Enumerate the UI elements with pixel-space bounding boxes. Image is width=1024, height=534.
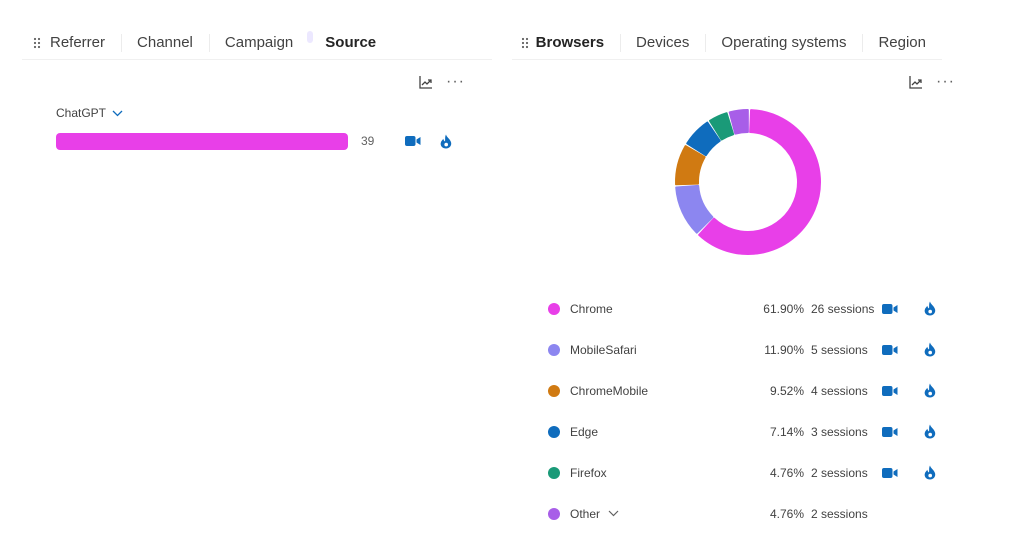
legend-label: Other — [570, 506, 601, 521]
legend-dot — [548, 302, 560, 315]
heatmap-icon[interactable] — [436, 131, 456, 151]
more-options-icon[interactable]: ··· — [446, 73, 465, 90]
source-bar-row: 39 — [56, 131, 456, 151]
legend-percent: 11.90% — [764, 342, 804, 357]
tab-operating-systems[interactable]: Operating systems — [705, 26, 862, 60]
donut-slice-edge[interactable] — [686, 121, 721, 157]
source-toolbar: ··· — [416, 73, 465, 91]
left-tab-bar: Referrer Channel Campaign Source — [22, 26, 492, 60]
legend-label: Chrome — [570, 301, 613, 316]
legend-dot — [548, 466, 560, 479]
legend-sessions: 26 sessions — [811, 301, 875, 316]
legend-sessions: 5 sessions — [811, 342, 868, 357]
legend-dot — [548, 343, 560, 356]
tab-campaign[interactable]: Campaign — [208, 26, 309, 60]
browsers-toolbar: ··· — [906, 73, 955, 91]
source-filter-label: ChatGPT — [56, 106, 107, 120]
source-filter-dropdown[interactable]: ChatGPT — [56, 106, 123, 120]
legend-label-other[interactable]: Other — [570, 507, 758, 521]
row-actions — [880, 299, 940, 319]
legend-row-chrome[interactable]: Chrome 61.90% 26 sessions — [546, 288, 956, 329]
donut-slice-chromemobile[interactable] — [675, 145, 706, 186]
legend-percent: 9.52% — [769, 383, 804, 398]
legend-sessions: 3 sessions — [811, 424, 868, 439]
legend-label: Edge — [570, 424, 599, 439]
drag-handle-icon[interactable] — [520, 35, 530, 51]
source-bar-value: 39 — [361, 134, 375, 148]
heatmap-icon[interactable] — [920, 422, 940, 442]
trend-chart-icon[interactable] — [416, 73, 434, 91]
legend-row-firefox[interactable]: Firefox 4.76% 2 sessions — [546, 452, 956, 493]
legend-percent: 4.76% — [769, 506, 804, 521]
legend-row-mobilesafari[interactable]: MobileSafari 11.90% 5 sessions — [546, 329, 956, 370]
legend-row-other[interactable]: Other 4.76% 2 sessions — [546, 493, 956, 534]
legend-row-edge[interactable]: Edge 7.14% 3 sessions — [546, 411, 956, 452]
video-recording-icon[interactable] — [880, 340, 900, 360]
legend-sessions: 4 sessions — [811, 383, 868, 398]
video-recording-icon[interactable] — [880, 381, 900, 401]
legend-row-chromemobile[interactable]: ChromeMobile 9.52% 4 sessions — [546, 370, 956, 411]
donut-slice-other[interactable] — [728, 109, 749, 135]
trend-chart-icon[interactable] — [906, 73, 924, 91]
tab-browsers[interactable]: Browsers — [535, 34, 605, 51]
video-recording-icon[interactable] — [880, 463, 900, 483]
legend-dot — [548, 384, 560, 397]
tab-channel[interactable]: Channel — [121, 26, 209, 60]
legend-label: ChromeMobile — [570, 383, 649, 398]
legend-label: MobileSafari — [570, 342, 637, 357]
donut-slice-firefox[interactable] — [709, 112, 735, 141]
source-bar-track — [56, 132, 348, 150]
legend-dot — [548, 507, 560, 520]
donut-slice-chrome[interactable] — [698, 109, 821, 255]
more-options-icon[interactable]: ··· — [936, 73, 955, 90]
source-bar[interactable] — [56, 132, 348, 150]
legend-percent: 7.14% — [769, 424, 804, 439]
right-tab-bar: Browsers Devices Operating systems Regio… — [512, 26, 942, 60]
tab-devices[interactable]: Devices — [620, 26, 705, 60]
row-actions — [880, 463, 940, 483]
tab-referrer[interactable]: Referrer — [50, 34, 106, 51]
legend-percent: 61.90% — [763, 301, 804, 316]
browsers-donut-chart — [675, 109, 821, 255]
heatmap-icon[interactable] — [920, 463, 940, 483]
donut-slice-mobilesafari[interactable] — [675, 184, 714, 234]
row-actions — [880, 340, 940, 360]
chevron-down-icon — [112, 106, 123, 120]
legend-label: Firefox — [570, 465, 607, 480]
tab-region[interactable]: Region — [862, 26, 942, 60]
browsers-legend: Chrome 61.90% 26 sessions MobileSafari 1… — [546, 288, 956, 534]
chevron-down-icon — [608, 510, 619, 517]
drag-handle-icon[interactable] — [30, 35, 44, 51]
legend-percent: 4.76% — [769, 465, 804, 480]
heatmap-icon[interactable] — [920, 381, 940, 401]
video-recording-icon[interactable] — [880, 299, 900, 319]
legend-sessions: 2 sessions — [811, 465, 868, 480]
heatmap-icon[interactable] — [920, 340, 940, 360]
legend-sessions: 2 sessions — [811, 506, 868, 521]
tab-source[interactable]: Source — [307, 26, 392, 60]
legend-dot — [548, 425, 560, 438]
video-recording-icon[interactable] — [880, 422, 900, 442]
video-recording-icon[interactable] — [403, 131, 423, 151]
row-actions — [880, 422, 940, 442]
heatmap-icon[interactable] — [920, 299, 940, 319]
row-actions — [880, 381, 940, 401]
